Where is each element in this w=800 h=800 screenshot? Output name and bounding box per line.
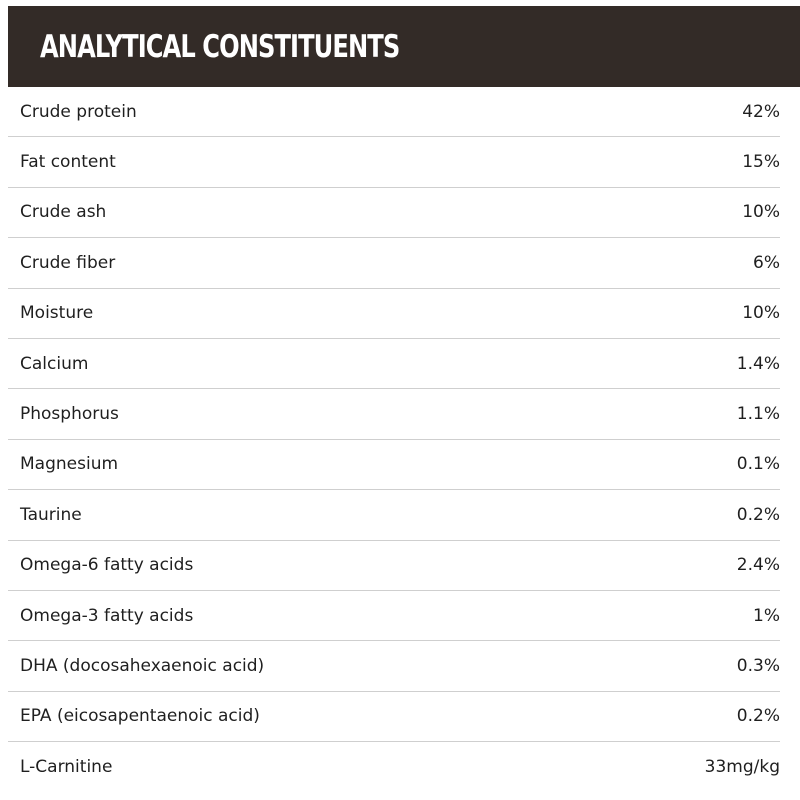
- section-header: ANALYTICAL CONSTITUENTS: [8, 6, 800, 87]
- constituent-value: 0.3%: [736, 655, 780, 676]
- section-title: ANALYTICAL CONSTITUENTS: [40, 28, 400, 65]
- constituent-value: 33mg/kg: [704, 757, 780, 778]
- table-row: Fat content 15%: [8, 137, 780, 188]
- constituent-value: 0.2%: [736, 504, 780, 525]
- constituent-value: 1.1%: [736, 404, 780, 425]
- constituent-label: Calcium: [20, 353, 89, 374]
- constituent-label: DHA (docosahexaenoic acid): [20, 655, 265, 676]
- constituent-value: 42%: [742, 101, 780, 122]
- constituent-label: Omega-3 fatty acids: [20, 605, 194, 626]
- table-row: Calcium 1.4%: [8, 339, 780, 390]
- constituent-value: 10%: [742, 202, 780, 223]
- table-row: Phosphorus 1.1%: [8, 389, 780, 440]
- constituent-value: 15%: [742, 152, 780, 173]
- constituents-table: Crude protein 42% Fat content 15% Crude …: [8, 87, 780, 792]
- table-row: Moisture 10%: [8, 289, 780, 339]
- constituent-value: 0.1%: [736, 454, 780, 475]
- constituent-value: 2.4%: [736, 555, 780, 576]
- constituent-value: 1%: [753, 605, 780, 626]
- constituent-label: Omega-6 fatty acids: [20, 555, 194, 576]
- constituent-label: L-Carnitine: [20, 757, 113, 778]
- constituent-label: Magnesium: [20, 454, 119, 475]
- constituent-label: Phosphorus: [20, 404, 119, 425]
- constituent-value: 6%: [753, 252, 780, 273]
- table-row: Taurine 0.2%: [8, 490, 780, 541]
- table-row: Omega-6 fatty acids 2.4%: [8, 541, 780, 591]
- constituent-label: Fat content: [20, 152, 116, 173]
- table-row: Magnesium 0.1%: [8, 440, 780, 491]
- table-row: Crude ash 10%: [8, 188, 780, 239]
- constituent-label: Crude ash: [20, 202, 107, 223]
- table-row: Crude protein 42%: [8, 87, 780, 138]
- constituent-label: Moisture: [20, 303, 94, 324]
- table-row: Omega-3 fatty acids 1%: [8, 591, 780, 642]
- table-row: L-Carnitine 33mg/kg: [8, 742, 780, 792]
- table-row: EPA (eicosapentaenoic acid) 0.2%: [8, 692, 780, 743]
- constituent-label: Crude fiber: [20, 252, 116, 273]
- table-row: Crude fiber 6%: [8, 238, 780, 289]
- table-row: DHA (docosahexaenoic acid) 0.3%: [8, 641, 780, 692]
- constituent-value: 1.4%: [736, 353, 780, 374]
- constituent-value: 0.2%: [736, 706, 780, 727]
- constituent-value: 10%: [742, 303, 780, 324]
- constituent-label: EPA (eicosapentaenoic acid): [20, 706, 260, 727]
- constituent-label: Taurine: [20, 504, 82, 525]
- constituent-label: Crude protein: [20, 101, 137, 122]
